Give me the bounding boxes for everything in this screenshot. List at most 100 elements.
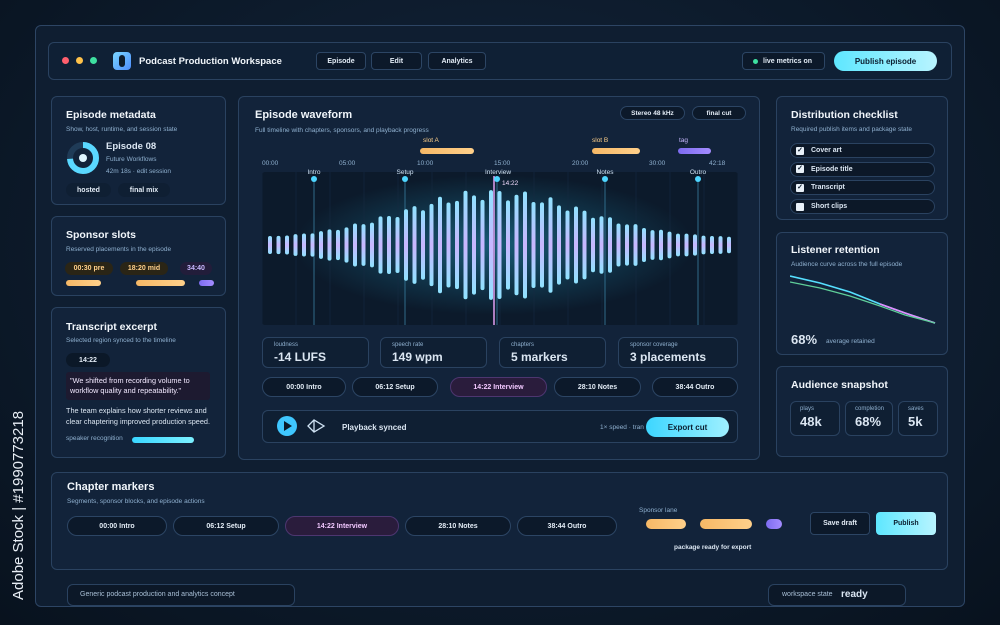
checkbox[interactable]: ✓	[796, 183, 804, 192]
wave-bar	[625, 224, 629, 266]
chapter-pill[interactable]: 14:22 Interview	[450, 377, 547, 397]
publish-button[interactable]: Publish	[876, 512, 936, 535]
badge: final cut	[692, 106, 746, 120]
wave-bar	[370, 222, 374, 268]
chapter-pill[interactable]: 00:00 Intro	[262, 377, 346, 397]
checkbox[interactable]: ✓	[796, 165, 804, 174]
tab[interactable]: Episode	[316, 52, 366, 70]
chapter-pill[interactable]: 28:10 Notes	[405, 516, 511, 536]
chapter-pill[interactable]: 06:12 Setup	[352, 377, 438, 397]
publish-episode-button[interactable]: Publish episode	[834, 51, 937, 71]
chapter-pill[interactable]: 38:44 Outro	[652, 377, 738, 397]
time-tick: 05:00	[339, 160, 356, 167]
time-tick: 20:00	[572, 160, 589, 167]
panel-title: Distribution checklist	[791, 109, 898, 121]
wave-bar	[387, 215, 391, 275]
panel-title: Sponsor slots	[66, 229, 137, 241]
wave-bar	[650, 230, 655, 260]
playback-bar	[262, 410, 738, 443]
marker-label: Interview	[485, 169, 512, 176]
save-draft-button[interactable]: Save draft	[810, 512, 870, 535]
checkbox[interactable]: ✓	[796, 146, 804, 155]
wave-bar	[582, 210, 587, 280]
wave-bar	[557, 205, 561, 285]
slot-pill: 00:30 pre	[65, 262, 113, 275]
tag: final mix	[118, 183, 170, 197]
play-icon	[284, 421, 292, 431]
quote: "We shifted from recording volume to wor…	[66, 372, 210, 400]
check-row	[790, 143, 935, 158]
status-text: live metrics on	[763, 57, 813, 65]
package-status: package ready for export	[674, 544, 752, 551]
badge: Stereo 48 kHz	[620, 106, 685, 120]
app-title: Podcast Production Workspace	[139, 56, 282, 67]
tab[interactable]: Analytics	[428, 52, 486, 70]
panel-subtitle: Reserved placements in the episode	[66, 246, 172, 253]
slot-label: slot B	[592, 137, 609, 144]
state-value: ready	[841, 589, 868, 600]
wave-bar	[574, 206, 578, 284]
footer-note	[67, 584, 295, 606]
chapter-pill[interactable]: 06:12 Setup	[173, 516, 279, 536]
wave-bar	[463, 190, 468, 300]
wave-bar	[676, 233, 680, 257]
panel-subtitle: Show, host, runtime, and session state	[66, 126, 178, 133]
wave-bar	[667, 231, 672, 259]
stat-value: 3 placements	[630, 350, 707, 364]
playhead-label: 14:22	[502, 180, 519, 187]
panel-subtitle: Audience curve across the full episode	[791, 261, 903, 268]
check-row	[790, 180, 935, 196]
wave-bar	[395, 216, 400, 274]
time-tick: 42:18	[709, 160, 726, 167]
speaker-bar	[132, 437, 194, 443]
panel-title: Transcript excerpt	[66, 321, 158, 333]
marker-label: Intro	[307, 169, 321, 176]
wave-bar	[540, 202, 544, 288]
lane-bar	[646, 519, 686, 529]
wave-bar	[642, 228, 646, 262]
wave-bar	[412, 206, 417, 284]
wave-bar	[344, 227, 349, 263]
wave-bar	[378, 216, 383, 274]
wave-bar	[659, 229, 663, 261]
panel-subtitle: Segments, sponsor blocks, and episode ac…	[67, 498, 205, 505]
wave-bar	[285, 235, 289, 255]
export-button[interactable]: Export cut	[646, 417, 729, 437]
tab[interactable]: Edit	[371, 52, 422, 70]
wave-bar	[633, 224, 638, 266]
slot-bar	[136, 280, 185, 286]
panel-subtitle: Required publish items and package state	[791, 126, 913, 133]
wave-bar	[276, 235, 281, 255]
episode-donut	[67, 142, 99, 174]
wave-bar	[293, 234, 298, 256]
retention-label: average retained	[826, 338, 875, 345]
stat-label: speech rate	[392, 342, 424, 348]
chapter-pill[interactable]: 38:44 Outro	[517, 516, 617, 536]
wave-bar	[327, 229, 332, 261]
chapter-pill[interactable]: 00:00 Intro	[67, 516, 167, 536]
stat-box	[380, 337, 487, 368]
app-icon-inner	[119, 55, 125, 67]
marker-label: Outro	[689, 169, 707, 176]
status-dot	[753, 58, 758, 64]
wave-bar	[446, 202, 451, 288]
time-tick: 15:00	[494, 160, 511, 167]
retention-value: 68%	[791, 332, 818, 347]
slot-pill: 18:20 mid	[120, 262, 168, 275]
marker-dot	[311, 176, 317, 182]
checkbox[interactable]	[796, 202, 804, 211]
marker-label: Notes	[596, 169, 614, 176]
chapter-pill[interactable]: 14:22 Interview	[285, 516, 399, 536]
snapshot-label: saves	[908, 406, 924, 412]
wave-bar	[404, 209, 408, 281]
chapter-pill[interactable]: 28:10 Notes	[554, 377, 641, 397]
marker-label: Setup	[396, 169, 414, 176]
panel-title: Audience snapshot	[791, 379, 888, 391]
tag: hosted	[66, 183, 111, 197]
check-label: Episode title	[811, 165, 853, 173]
wave-bar	[608, 217, 612, 273]
panel-subtitle: Full timeline with chapters, sponsors, a…	[255, 127, 429, 134]
marker-dot	[695, 176, 701, 182]
retention-curve-end	[879, 303, 936, 324]
